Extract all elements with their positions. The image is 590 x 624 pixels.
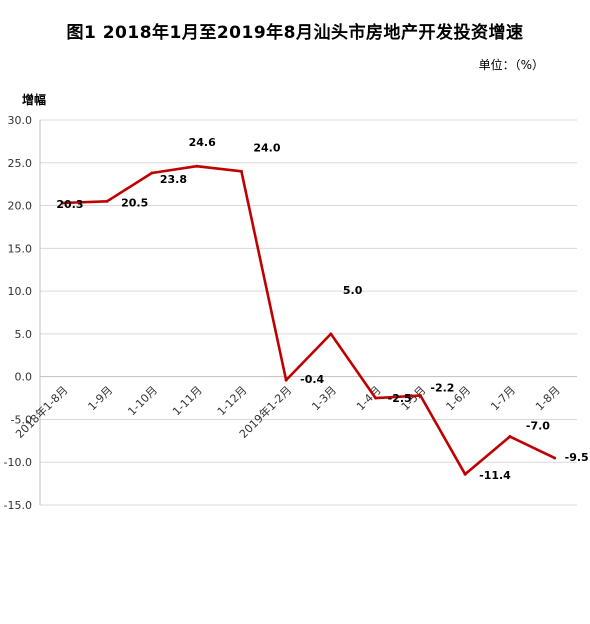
data-label: 24.6: [189, 136, 216, 149]
data-point: [463, 472, 467, 476]
series-line-path: [61, 164, 556, 476]
x-tick-label: 2018年1-8月: [13, 383, 71, 441]
data-point: [60, 201, 64, 205]
data-point: [150, 171, 154, 175]
data-point: [239, 169, 243, 173]
x-tick-label: 1-11月: [170, 384, 205, 419]
data-labels: 20.3 20.5 23.8 24.6 24.0 -0.4 5.0 -2.5 -2.2 -11.4…: [56, 136, 588, 482]
data-label: 20.3: [56, 198, 83, 211]
data-label: 20.5: [121, 196, 148, 209]
chart-title: 图1 2018年1月至2019年8月汕头市房地产开发投资增速: [66, 23, 524, 43]
data-point: [105, 199, 109, 203]
data-label: -2.5: [388, 392, 412, 405]
data-label: -9.5: [565, 451, 589, 464]
x-tick-label: 1-8月: [533, 384, 563, 414]
y-tick-label: 10.0: [8, 285, 33, 298]
data-label: -2.2: [430, 381, 454, 394]
y-tick-labels: 30.0 25.0 20.0 15.0 10.0 5.0 0.0 -5.0 -10.0 -15.0: [4, 114, 32, 512]
data-point: [508, 435, 512, 439]
data-label: -7.0: [526, 420, 550, 433]
x-tick-label: 1-10月: [125, 384, 160, 419]
x-tick-label: 1-12月: [215, 384, 250, 419]
unit-label: 单位：（%）: [478, 58, 544, 72]
data-point: [418, 393, 422, 397]
data-point: [195, 164, 199, 168]
x-tick-label: 1-3月: [309, 384, 339, 414]
y-tick-label: -5.0: [11, 413, 32, 426]
y-tick-label: 15.0: [8, 242, 33, 255]
axes: [39, 120, 577, 505]
series-line: [60, 164, 557, 476]
y-tick-label: 30.0: [8, 114, 33, 127]
data-label: -11.4: [479, 469, 511, 482]
data-point: [374, 396, 378, 400]
x-tick-label: 1-9月: [86, 384, 116, 414]
data-label: 5.0: [343, 284, 363, 297]
y-axis-label: 增幅: [22, 92, 46, 107]
data-label: 23.8: [160, 173, 187, 186]
data-point: [329, 332, 333, 336]
y-tick-label: -10.0: [4, 456, 32, 469]
y-tick-label: 25.0: [8, 157, 33, 170]
y-tick-label: 5.0: [15, 328, 33, 341]
data-label: 24.0: [253, 141, 280, 154]
y-tick-label: 0.0: [15, 371, 33, 384]
data-label: -0.4: [300, 373, 324, 386]
x-tick-label: 1-7月: [488, 384, 518, 414]
data-point: [284, 378, 288, 382]
gridlines: [40, 119, 577, 506]
y-tick-label: 20.0: [8, 200, 33, 213]
data-point: [553, 456, 557, 460]
y-tick-label: -15.0: [4, 499, 32, 512]
